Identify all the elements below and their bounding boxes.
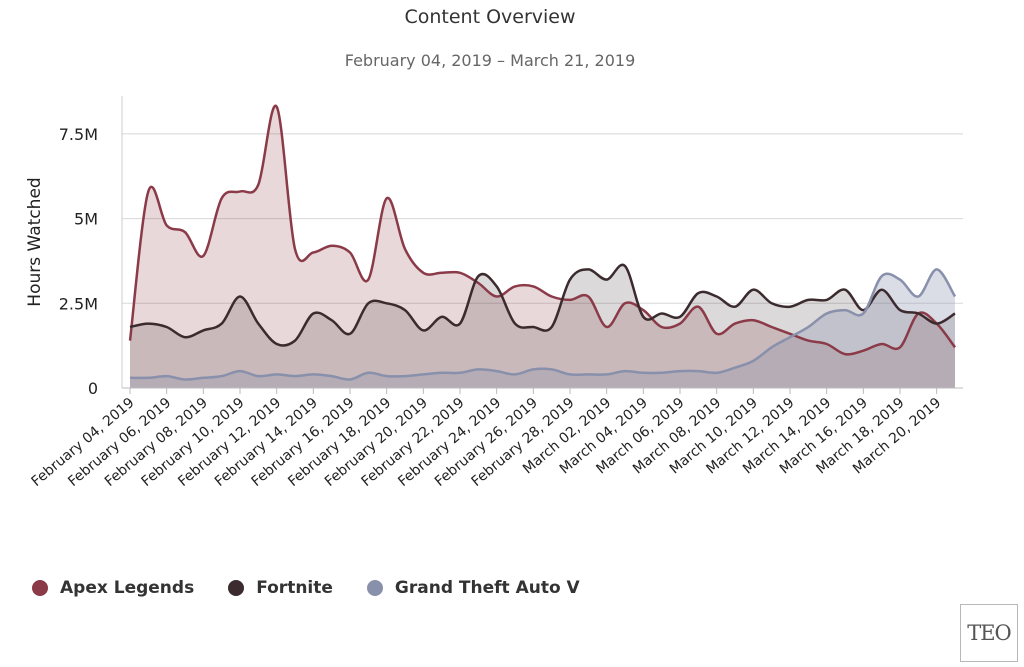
y-tick-label: 7.5M [59,125,98,144]
legend-label: Fortnite [256,578,333,598]
area-fortnite [130,264,955,388]
legend-marker [32,580,48,596]
y-axis-label: Hours Watched [25,177,45,306]
chart-subtitle: February 04, 2019 – March 21, 2019 [344,51,636,70]
legend-marker [366,580,383,596]
y-tick-label: 2.5M [59,294,98,313]
legend-label: Grand Theft Auto V [394,578,580,598]
area-grand-theft-auto-v [130,269,955,388]
legend-item-grand-theft-auto-v[interactable]: Grand Theft Auto V [366,578,580,598]
y-tick-label: 0 [88,379,98,398]
teo-logo: TEO [960,604,1018,662]
legend-item-apex-legends[interactable]: Apex Legends [32,578,194,598]
y-tick-label: 5M [74,210,98,229]
chart-title: Content Overview [404,6,576,28]
series-line-apex-legends[interactable] [128,104,956,356]
legend-marker [228,580,245,596]
legend: Apex Legends Fortnite Grand Theft Auto V [32,578,614,598]
series-line-grand-theft-auto-v[interactable] [129,268,957,381]
legend-item-fortnite[interactable]: Fortnite [228,578,333,598]
legend-label: Apex Legends [60,578,195,598]
line-layer [128,104,957,381]
area-apex-legends [130,105,955,389]
area-layer [130,105,955,389]
series-line-fortnite[interactable] [129,263,956,347]
